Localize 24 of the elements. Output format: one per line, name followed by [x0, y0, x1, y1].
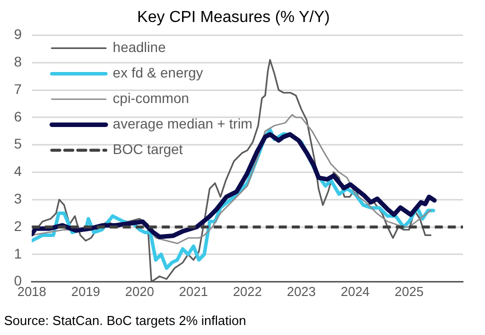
x-tick-label: 2021: [179, 284, 208, 300]
y-tick-label: 8: [14, 53, 22, 70]
legend-label: average median + trim: [112, 116, 252, 132]
x-tick-label: 2019: [71, 284, 100, 300]
y-tick-label: 6: [14, 108, 22, 124]
legend-label: headline: [112, 39, 166, 56]
y-tick-label: 3: [14, 190, 22, 206]
y-tick-label: 1: [14, 245, 22, 262]
x-tick-label: 2023: [286, 284, 316, 300]
chart-title: Key CPI Measures (% Y/Y): [137, 9, 330, 26]
x-tick-label: 2025: [394, 284, 424, 300]
x-tick-label: 2022: [232, 284, 262, 300]
y-tick-label: 7: [14, 80, 22, 97]
legend-label: BOC target: [112, 141, 183, 158]
legend-label: ex fd & energy: [112, 64, 204, 81]
y-tick-label: 9: [14, 26, 22, 42]
x-tick-label: 2020: [125, 284, 154, 300]
y-tick-label: 5: [14, 136, 22, 152]
legend-label: cpi-common: [112, 90, 190, 106]
y-tick-label: 4: [14, 163, 22, 180]
y-tick-label: 2: [14, 218, 22, 234]
source-note: Source: StatCan. BoC targets 2% inflation: [4, 312, 246, 328]
x-tick-label: 2024: [340, 284, 370, 300]
x-tick-label: 2018: [17, 284, 46, 300]
